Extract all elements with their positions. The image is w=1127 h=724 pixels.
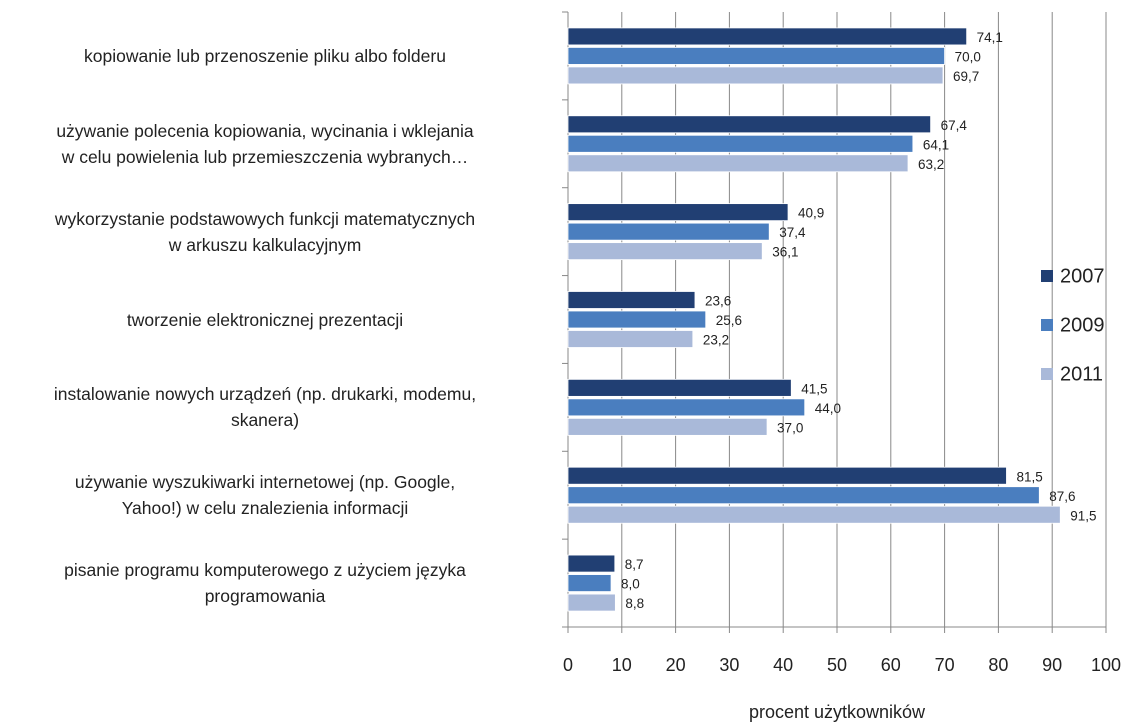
value-label: 87,6: [1049, 489, 1075, 504]
bar: [567, 154, 909, 173]
value-label: 69,7: [953, 69, 979, 84]
bar: [567, 505, 1061, 524]
value-label: 23,2: [703, 333, 729, 348]
bar: [567, 378, 792, 397]
bar: [567, 330, 694, 348]
bar: [567, 115, 932, 134]
value-label: 8,0: [621, 577, 640, 592]
value-label: 25,6: [716, 313, 742, 328]
category-label: kopiowanie lub przenoszenie pliku albo f…: [84, 45, 446, 66]
bar: [567, 310, 707, 329]
category-label: instalowanie nowych urządzeń (np. drukar…: [53, 384, 477, 431]
category-label: tworzenie elektronicznej prezentacji: [126, 309, 404, 330]
category-label: wykorzystanie podstawowych funkcji matem…: [54, 208, 476, 255]
x-tick-label: 60: [881, 655, 901, 675]
x-tick-label: 80: [988, 655, 1008, 675]
legend-swatch: [1041, 270, 1053, 282]
legend-label: 2011: [1060, 363, 1103, 385]
x-tick-label: 10: [612, 655, 632, 675]
value-label: 74,1: [977, 30, 1003, 45]
legend-swatch: [1041, 319, 1053, 331]
legend-label: 2007: [1060, 265, 1105, 287]
bar: [567, 291, 696, 309]
bar: [567, 66, 944, 85]
value-label: 40,9: [798, 206, 824, 221]
value-label: 63,2: [918, 157, 944, 172]
value-label: 81,5: [1016, 469, 1042, 484]
category-label: pisanie programu komputerowego z użyciem…: [64, 560, 466, 607]
bar: [567, 27, 968, 46]
x-tick-label: 20: [666, 655, 686, 675]
x-tick-label: 40: [773, 655, 793, 675]
value-label: 41,5: [801, 381, 827, 396]
value-label: 67,4: [941, 118, 968, 133]
value-label: 8,7: [625, 557, 644, 572]
x-tick-label: 100: [1091, 655, 1121, 675]
x-tick-label: 90: [1042, 655, 1062, 675]
legend-swatch: [1041, 368, 1053, 380]
x-tick-label: 0: [563, 655, 573, 675]
value-label: 44,0: [815, 401, 841, 416]
x-tick-label: 30: [719, 655, 739, 675]
bar: [567, 574, 612, 592]
x-tick-label: 70: [935, 655, 955, 675]
value-label: 36,1: [772, 245, 798, 260]
bar: [567, 242, 763, 261]
bar: [567, 554, 616, 573]
category-label: używanie polecenia kopiowania, wycinania…: [56, 120, 474, 167]
bar: [567, 203, 789, 222]
value-label: 37,0: [777, 420, 803, 435]
x-axis-title: procent użytkowników: [749, 702, 926, 722]
bar: [567, 593, 616, 612]
bar: [567, 466, 1007, 485]
value-label: 70,0: [955, 49, 981, 64]
value-label: 37,4: [779, 225, 806, 240]
bar: [567, 417, 768, 436]
value-label: 8,8: [625, 596, 644, 611]
category-label: używanie wyszukiwarki internetowej (np. …: [74, 472, 456, 519]
value-label: 23,6: [705, 294, 731, 309]
legend-label: 2009: [1060, 314, 1105, 336]
bar: [567, 134, 914, 153]
value-label: 64,1: [923, 137, 949, 152]
bar: [567, 486, 1040, 505]
bar: [567, 47, 946, 65]
x-tick-label: 50: [827, 655, 847, 675]
bar: [567, 222, 770, 241]
value-label: 91,5: [1070, 508, 1096, 523]
bar: [567, 398, 806, 417]
